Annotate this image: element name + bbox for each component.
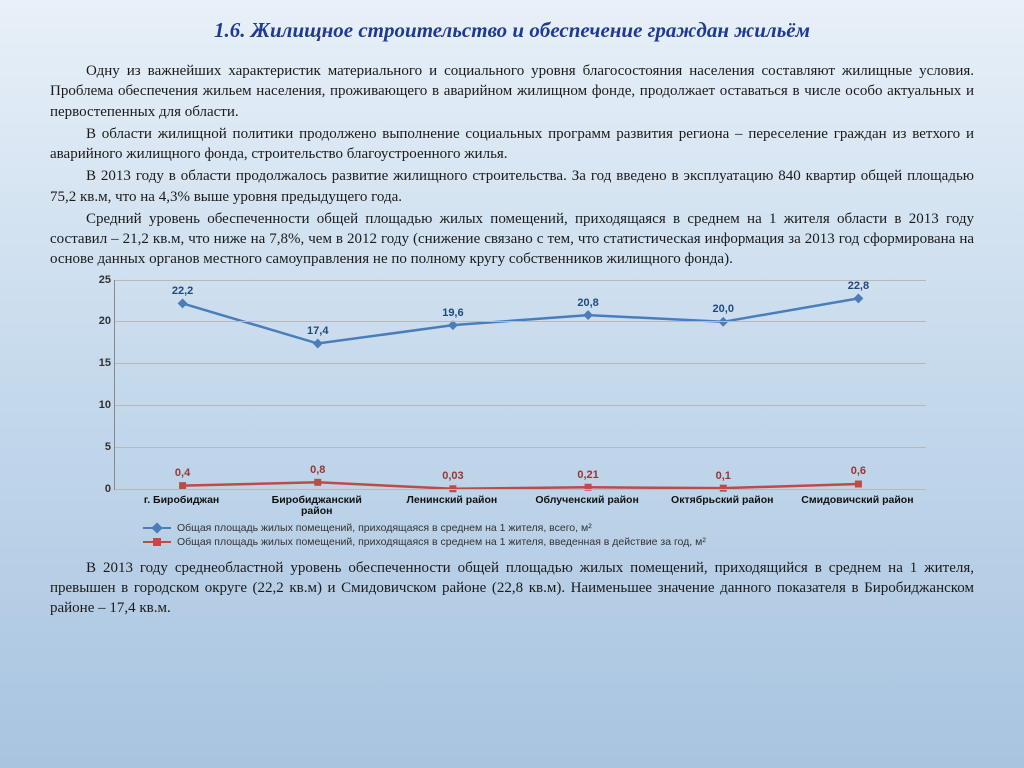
data-label: 0,6 bbox=[851, 465, 866, 477]
data-label: 22,8 bbox=[848, 280, 869, 292]
gridline bbox=[115, 447, 926, 448]
x-tick-label: Октябрьский район bbox=[671, 495, 773, 507]
section-title: 1.6. Жилищное строительство и обеспечени… bbox=[50, 18, 974, 43]
legend-item-1: Общая площадь жилых помещений, приходяща… bbox=[143, 522, 936, 534]
data-label: 19,6 bbox=[442, 307, 463, 319]
data-label: 0,4 bbox=[175, 467, 190, 479]
paragraph-1: Одну из важнейших характеристик материал… bbox=[50, 61, 974, 122]
chart-legend: Общая площадь жилых помещений, приходяща… bbox=[143, 522, 936, 548]
legend-label-1: Общая площадь жилых помещений, приходяща… bbox=[177, 522, 592, 534]
y-tick-label: 20 bbox=[89, 315, 111, 327]
paragraph-5: В 2013 году среднеобластной уровень обес… bbox=[50, 558, 974, 619]
y-tick-label: 10 bbox=[89, 399, 111, 411]
gridline bbox=[115, 321, 926, 322]
gridline bbox=[115, 280, 926, 281]
paragraph-4: Средний уровень обеспеченности общей пло… bbox=[50, 209, 974, 270]
legend-item-2: Общая площадь жилых помещений, приходяща… bbox=[143, 536, 936, 548]
legend-marker-2 bbox=[143, 541, 171, 543]
gridline bbox=[115, 363, 926, 364]
data-label: 20,0 bbox=[713, 303, 734, 315]
legend-marker-1 bbox=[143, 527, 171, 529]
y-tick-label: 25 bbox=[89, 274, 111, 286]
data-label: 22,2 bbox=[172, 285, 193, 297]
data-label: 20,8 bbox=[577, 297, 598, 309]
x-tick-label: Биробиджанскийрайон bbox=[272, 495, 362, 518]
chart-plot-area: 051015202522,217,419,620,820,022,80,40,8… bbox=[114, 280, 926, 490]
data-label: 0,03 bbox=[442, 470, 463, 482]
page-container: 1.6. Жилищное строительство и обеспечени… bbox=[0, 0, 1024, 630]
y-tick-label: 5 bbox=[89, 441, 111, 453]
data-label: 17,4 bbox=[307, 325, 328, 337]
y-tick-label: 0 bbox=[89, 483, 111, 495]
y-tick-label: 15 bbox=[89, 357, 111, 369]
chart-x-axis: г. Биробиджан Биробиджанскийрайон Ленински… bbox=[114, 490, 926, 518]
gridline bbox=[115, 405, 926, 406]
chart-svg bbox=[115, 280, 926, 489]
data-label: 0,8 bbox=[310, 464, 325, 476]
chart-container: 051015202522,217,419,620,820,022,80,40,8… bbox=[88, 280, 936, 548]
legend-label-2: Общая площадь жилых помещений, приходяща… bbox=[177, 536, 706, 548]
x-tick-label: Смидовичский район bbox=[801, 495, 913, 507]
x-tick-label: Ленинский район bbox=[407, 495, 498, 507]
data-label: 0,21 bbox=[577, 469, 598, 481]
x-tick-label: Облученский район bbox=[535, 495, 638, 507]
x-tick-label: г. Биробиджан bbox=[144, 495, 219, 507]
paragraph-2: В области жилищной политики продолжено в… bbox=[50, 124, 974, 165]
paragraph-3: В 2013 году в области продолжалось разви… bbox=[50, 166, 974, 207]
data-label: 0,1 bbox=[716, 470, 731, 482]
